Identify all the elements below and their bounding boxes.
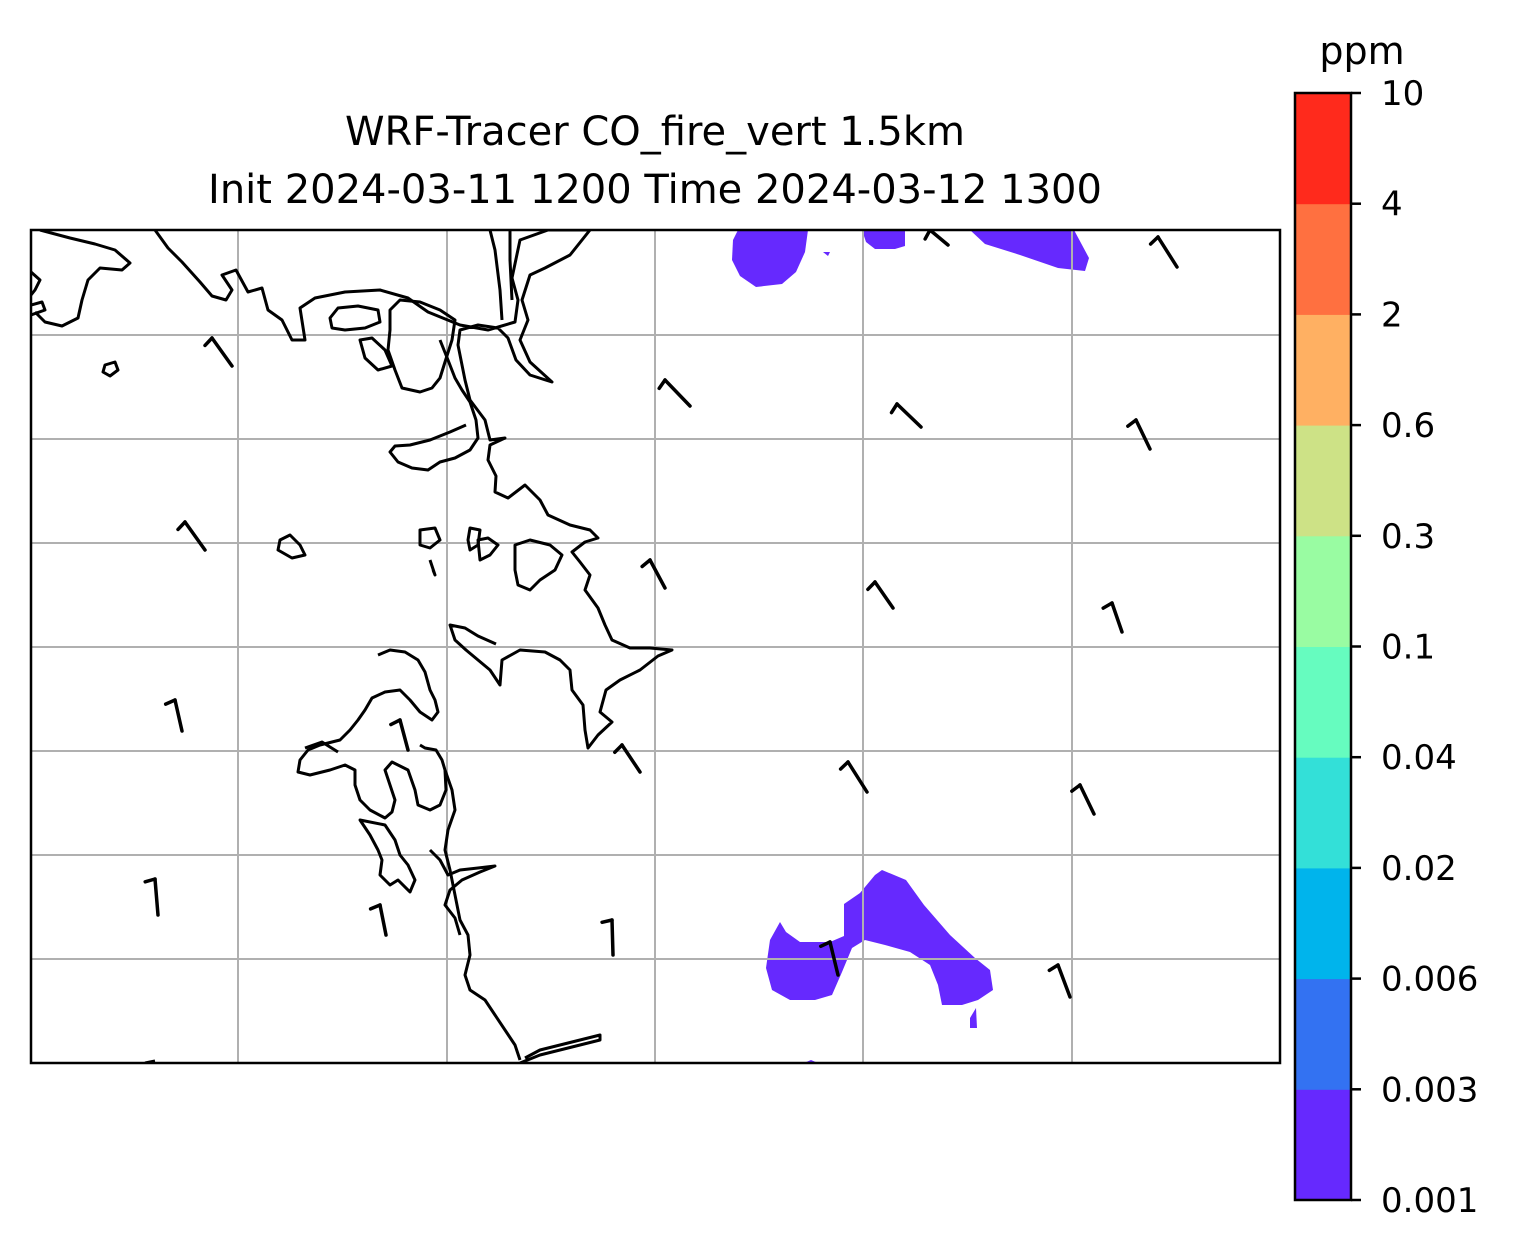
wind-barb xyxy=(163,698,184,733)
coastline-west-edge xyxy=(31,270,47,317)
wind-barb xyxy=(389,718,410,752)
wind-barb xyxy=(640,558,667,590)
colorbar-segment xyxy=(1295,646,1351,758)
wind-barb xyxy=(838,760,869,794)
co-plume-north-2 xyxy=(862,230,905,249)
wind-barb xyxy=(600,918,615,957)
coastline-islands xyxy=(101,360,482,560)
wind-barb xyxy=(923,230,950,247)
map-title-line1: WRF-Tracer CO_fire_vert 1.5km xyxy=(344,109,966,155)
colorbar-segment xyxy=(1295,1089,1351,1201)
wind-barb xyxy=(657,378,692,408)
coastline-inlet-3 xyxy=(358,336,394,372)
colorbar-tick-label: 0.3 xyxy=(1381,517,1435,557)
colorbar-tick-label: 0.1 xyxy=(1381,628,1435,668)
wind-barb xyxy=(889,402,923,429)
colorbar-segment xyxy=(1295,867,1351,980)
colorbar-tick-label: 0.04 xyxy=(1381,738,1457,778)
co-plume-north-1 xyxy=(732,230,808,287)
coastline-main xyxy=(33,230,674,750)
wind-barb xyxy=(1070,783,1096,816)
wind-barb xyxy=(143,877,160,917)
co-plume-fragment xyxy=(970,1008,977,1028)
coastline-misc xyxy=(304,740,497,936)
wind-barb-layer xyxy=(143,230,1179,999)
coastline-channel xyxy=(488,230,514,321)
gridlines xyxy=(31,230,1280,1063)
co-plume-layer xyxy=(732,230,1089,1063)
coastline-peninsula xyxy=(296,648,448,820)
wind-barb xyxy=(1047,963,1072,999)
wind-barb xyxy=(1126,418,1152,451)
coastline-inlet-2 xyxy=(386,298,457,394)
coastline-southern xyxy=(443,769,602,1063)
colorbar-segment xyxy=(1295,535,1351,647)
coastline-sound xyxy=(388,339,480,472)
colorbar-segment xyxy=(1295,314,1351,426)
wind-barb xyxy=(368,903,388,937)
colorbar-unit-label: ppm xyxy=(1319,29,1404,73)
colorbar-tick-label: 0.02 xyxy=(1381,849,1457,889)
coastline-inlet-1 xyxy=(328,304,382,332)
colorbar-tick-label: 10 xyxy=(1381,74,1424,114)
wind-barb xyxy=(819,940,840,977)
colorbar-tick-label: 0.6 xyxy=(1381,406,1435,446)
wind-barb xyxy=(176,520,207,552)
wind-barb xyxy=(613,743,642,774)
wind-barb xyxy=(866,580,895,610)
map-title-line2: Init 2024-03-11 1200 Time 2024-03-12 130… xyxy=(208,167,1102,213)
colorbar-segment xyxy=(1295,203,1351,315)
colorbar-segment xyxy=(1295,757,1351,869)
colorbar-tick-label: 0.001 xyxy=(1381,1181,1478,1221)
map-border xyxy=(29,228,1282,1065)
colorbar-tick-label: 2 xyxy=(1381,295,1403,335)
coastline-bays xyxy=(428,536,564,592)
colorbar-tick-label: 0.003 xyxy=(1381,1070,1478,1110)
colorbar: 0.001 0.003 0.006 0.02 0.04 0.1 0.3 0.6 2 4 10 xyxy=(1293,74,1478,1221)
colorbar-tick-label: 0.006 xyxy=(1381,960,1478,1000)
wind-barb xyxy=(1101,601,1124,634)
colorbar-segment xyxy=(1295,93,1351,205)
wind-barb xyxy=(203,336,234,368)
co-plume-south xyxy=(766,870,993,1005)
co-plume-north-3 xyxy=(970,230,1089,271)
co-plume-dot xyxy=(823,252,830,256)
wind-barb xyxy=(1148,235,1179,269)
coastline-layer xyxy=(31,230,674,1063)
colorbar-segment xyxy=(1295,978,1351,1090)
colorbar-segment xyxy=(1295,425,1351,537)
colorbar-tick-label: 4 xyxy=(1381,185,1403,225)
